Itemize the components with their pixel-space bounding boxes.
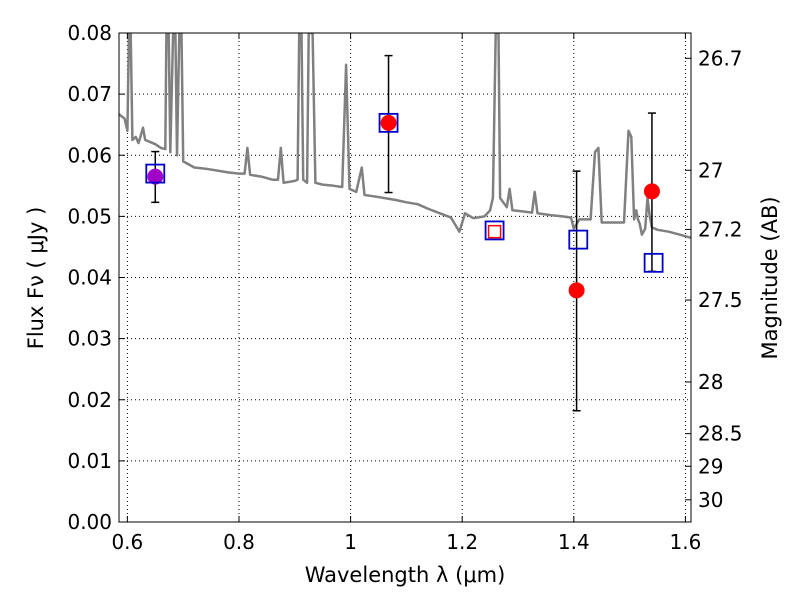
y2-tick-label: 26.7 — [698, 46, 743, 70]
observed-flux-point — [380, 114, 397, 131]
marker-layer — [145, 54, 664, 412]
model-flux-square — [484, 220, 505, 241]
y-tick-label: 0.06 — [67, 143, 112, 167]
x-tick-label: 1.4 — [558, 530, 590, 554]
model-flux-square — [487, 224, 502, 239]
y2-tick-label: 27.5 — [698, 288, 743, 312]
y2-axis-title: Magnitude (AB) — [758, 196, 782, 359]
y-tick-label: 0.08 — [67, 21, 112, 45]
y2-tick-label: 30 — [698, 488, 723, 512]
observed-flux-point — [568, 282, 585, 299]
y-axis: 0.00 0.01 0.02 0.03 0.04 0.05 0.06 0.07 0.08 — [67, 21, 125, 534]
y2-tick-label: 28 — [698, 370, 723, 394]
model-flux-square — [643, 252, 664, 273]
y2-tick-label: 29 — [698, 454, 723, 478]
x-axis: 0.6 0.8 1 1.2 1.4 1.6 — [111, 33, 701, 554]
x-tick-label: 1.2 — [446, 530, 478, 554]
y-tick-label: 0.05 — [67, 204, 112, 228]
model-spectrum-line — [119, 33, 691, 240]
x-axis-title: Wavelength λ (μm) — [305, 563, 506, 587]
model-flux-square — [568, 229, 589, 250]
x-tick-label: 1.6 — [670, 530, 702, 554]
x-tick-label: 0.6 — [111, 530, 143, 554]
y2-tick-label: 27 — [698, 158, 723, 182]
y2-tick-label: 27.2 — [698, 217, 743, 241]
x-tick-label: 0.8 — [223, 530, 255, 554]
y-tick-label: 0.02 — [67, 388, 112, 412]
y-tick-label: 0.00 — [67, 510, 112, 534]
y-tick-label: 0.07 — [67, 82, 112, 106]
spectrum-layer — [119, 33, 691, 240]
y-tick-label: 0.04 — [67, 266, 112, 290]
observed-flux-point — [147, 168, 164, 185]
model-flux-square — [378, 112, 399, 133]
y-axis-title: Flux Fν ( μJy ) — [24, 207, 48, 350]
model-flux-square — [145, 163, 166, 184]
y-tick-label: 0.01 — [67, 449, 112, 473]
x-tick-label: 1 — [344, 530, 357, 554]
y-tick-label: 0.03 — [67, 327, 112, 351]
observed-flux-point — [643, 183, 660, 200]
y2-axis: 26.7 27 27.2 27.5 28 28.5 29 30 — [685, 46, 743, 512]
y2-tick-label: 28.5 — [698, 422, 743, 446]
